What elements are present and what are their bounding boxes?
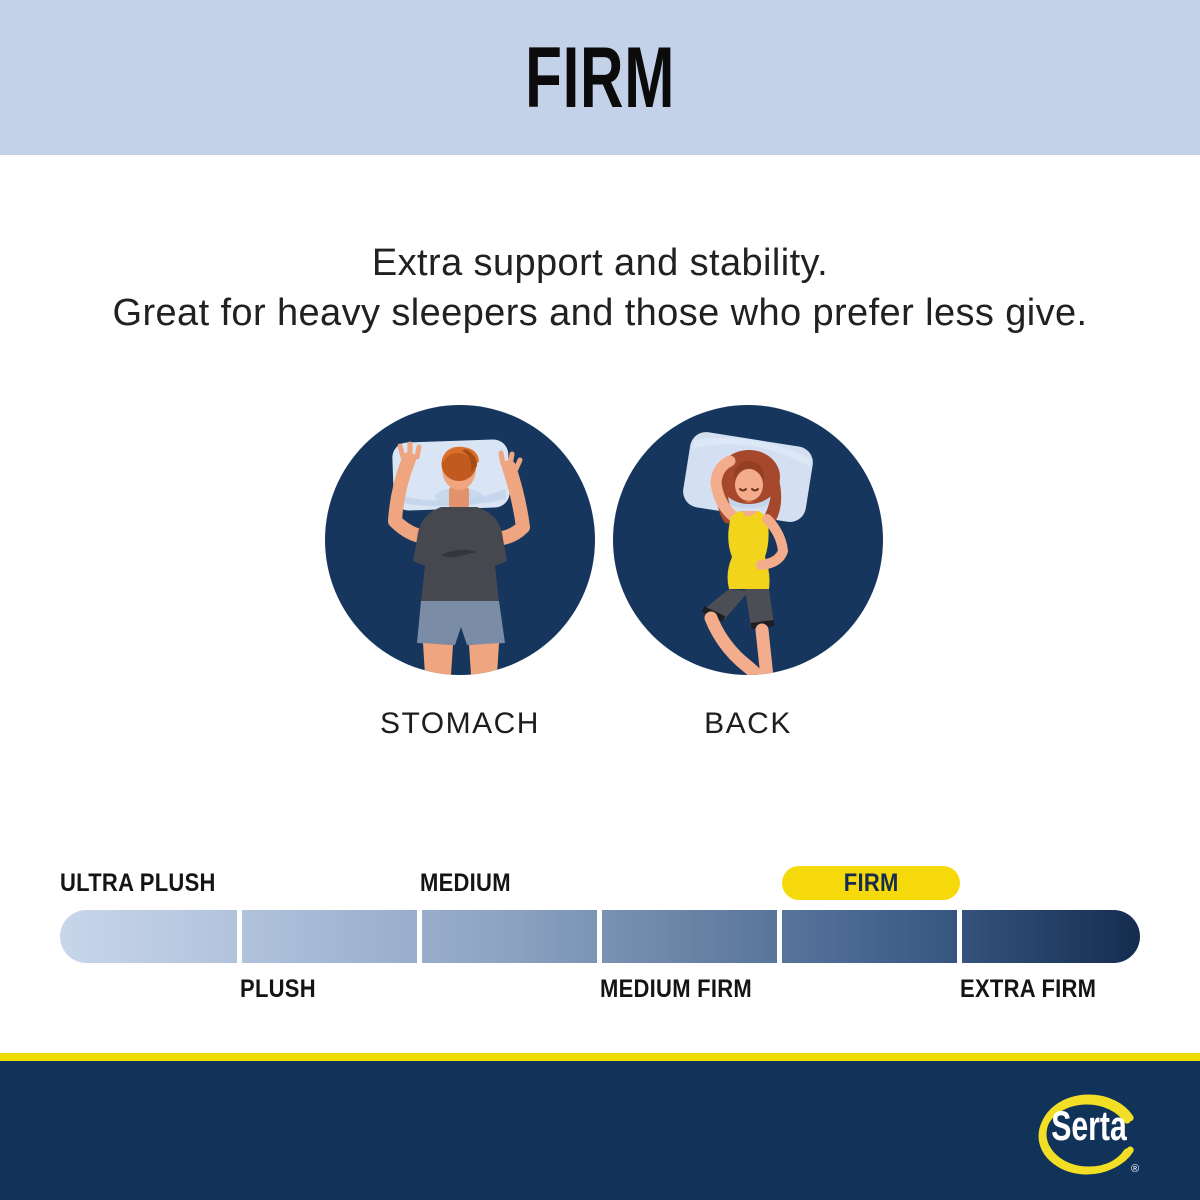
arms [388,441,530,546]
stomach-sleeper-illustration [325,405,595,675]
tank-top [727,511,770,589]
segment-divider [597,910,602,963]
scale-label-medium: MEDIUM [420,869,511,897]
selected-firmness-badge: FIRM [782,866,960,900]
description-line-1: Extra support and stability. [371,242,829,284]
banner: FIRM [0,0,1200,155]
segment-divider [237,910,242,963]
description: Extra support and stability. Great for h… [0,238,1200,338]
hair [441,446,479,481]
segment-divider [957,910,962,963]
face [733,461,765,503]
brand-name: Serta [1051,1102,1127,1149]
logo-swoosh-icon [1038,1094,1139,1175]
segment-divider [417,910,422,963]
shorts [417,601,505,645]
legs [704,611,774,675]
description-line-2: Great for heavy sleepers and those who p… [112,292,1088,334]
arm-on-stomach [756,514,789,570]
scale-label-medium-firm: MEDIUM FIRM [600,975,753,1003]
t-shirt [413,507,507,605]
back-sleeper-illustration [613,405,883,675]
footer [0,1061,1200,1200]
accent-line [0,1053,1200,1061]
firmness-scale-bar [60,910,1140,963]
raised-arm [710,455,740,523]
stomach-label: STOMACH [380,707,540,740]
scale-label-ultra-plush: ULTRA PLUSH [60,869,216,897]
serta-logo: Serta ® [1038,1094,1139,1175]
scale-label-extra-firm: EXTRA FIRM [960,975,1097,1003]
scale-label-firm: FIRM [843,868,899,897]
page-title: FIRM [525,29,675,126]
scale-label-plush: PLUSH [240,975,316,1003]
legs [423,643,499,675]
back-label: BACK [704,707,792,740]
neck [449,485,469,511]
segment-divider [777,910,782,963]
registered-trademark: ® [1131,1163,1139,1175]
